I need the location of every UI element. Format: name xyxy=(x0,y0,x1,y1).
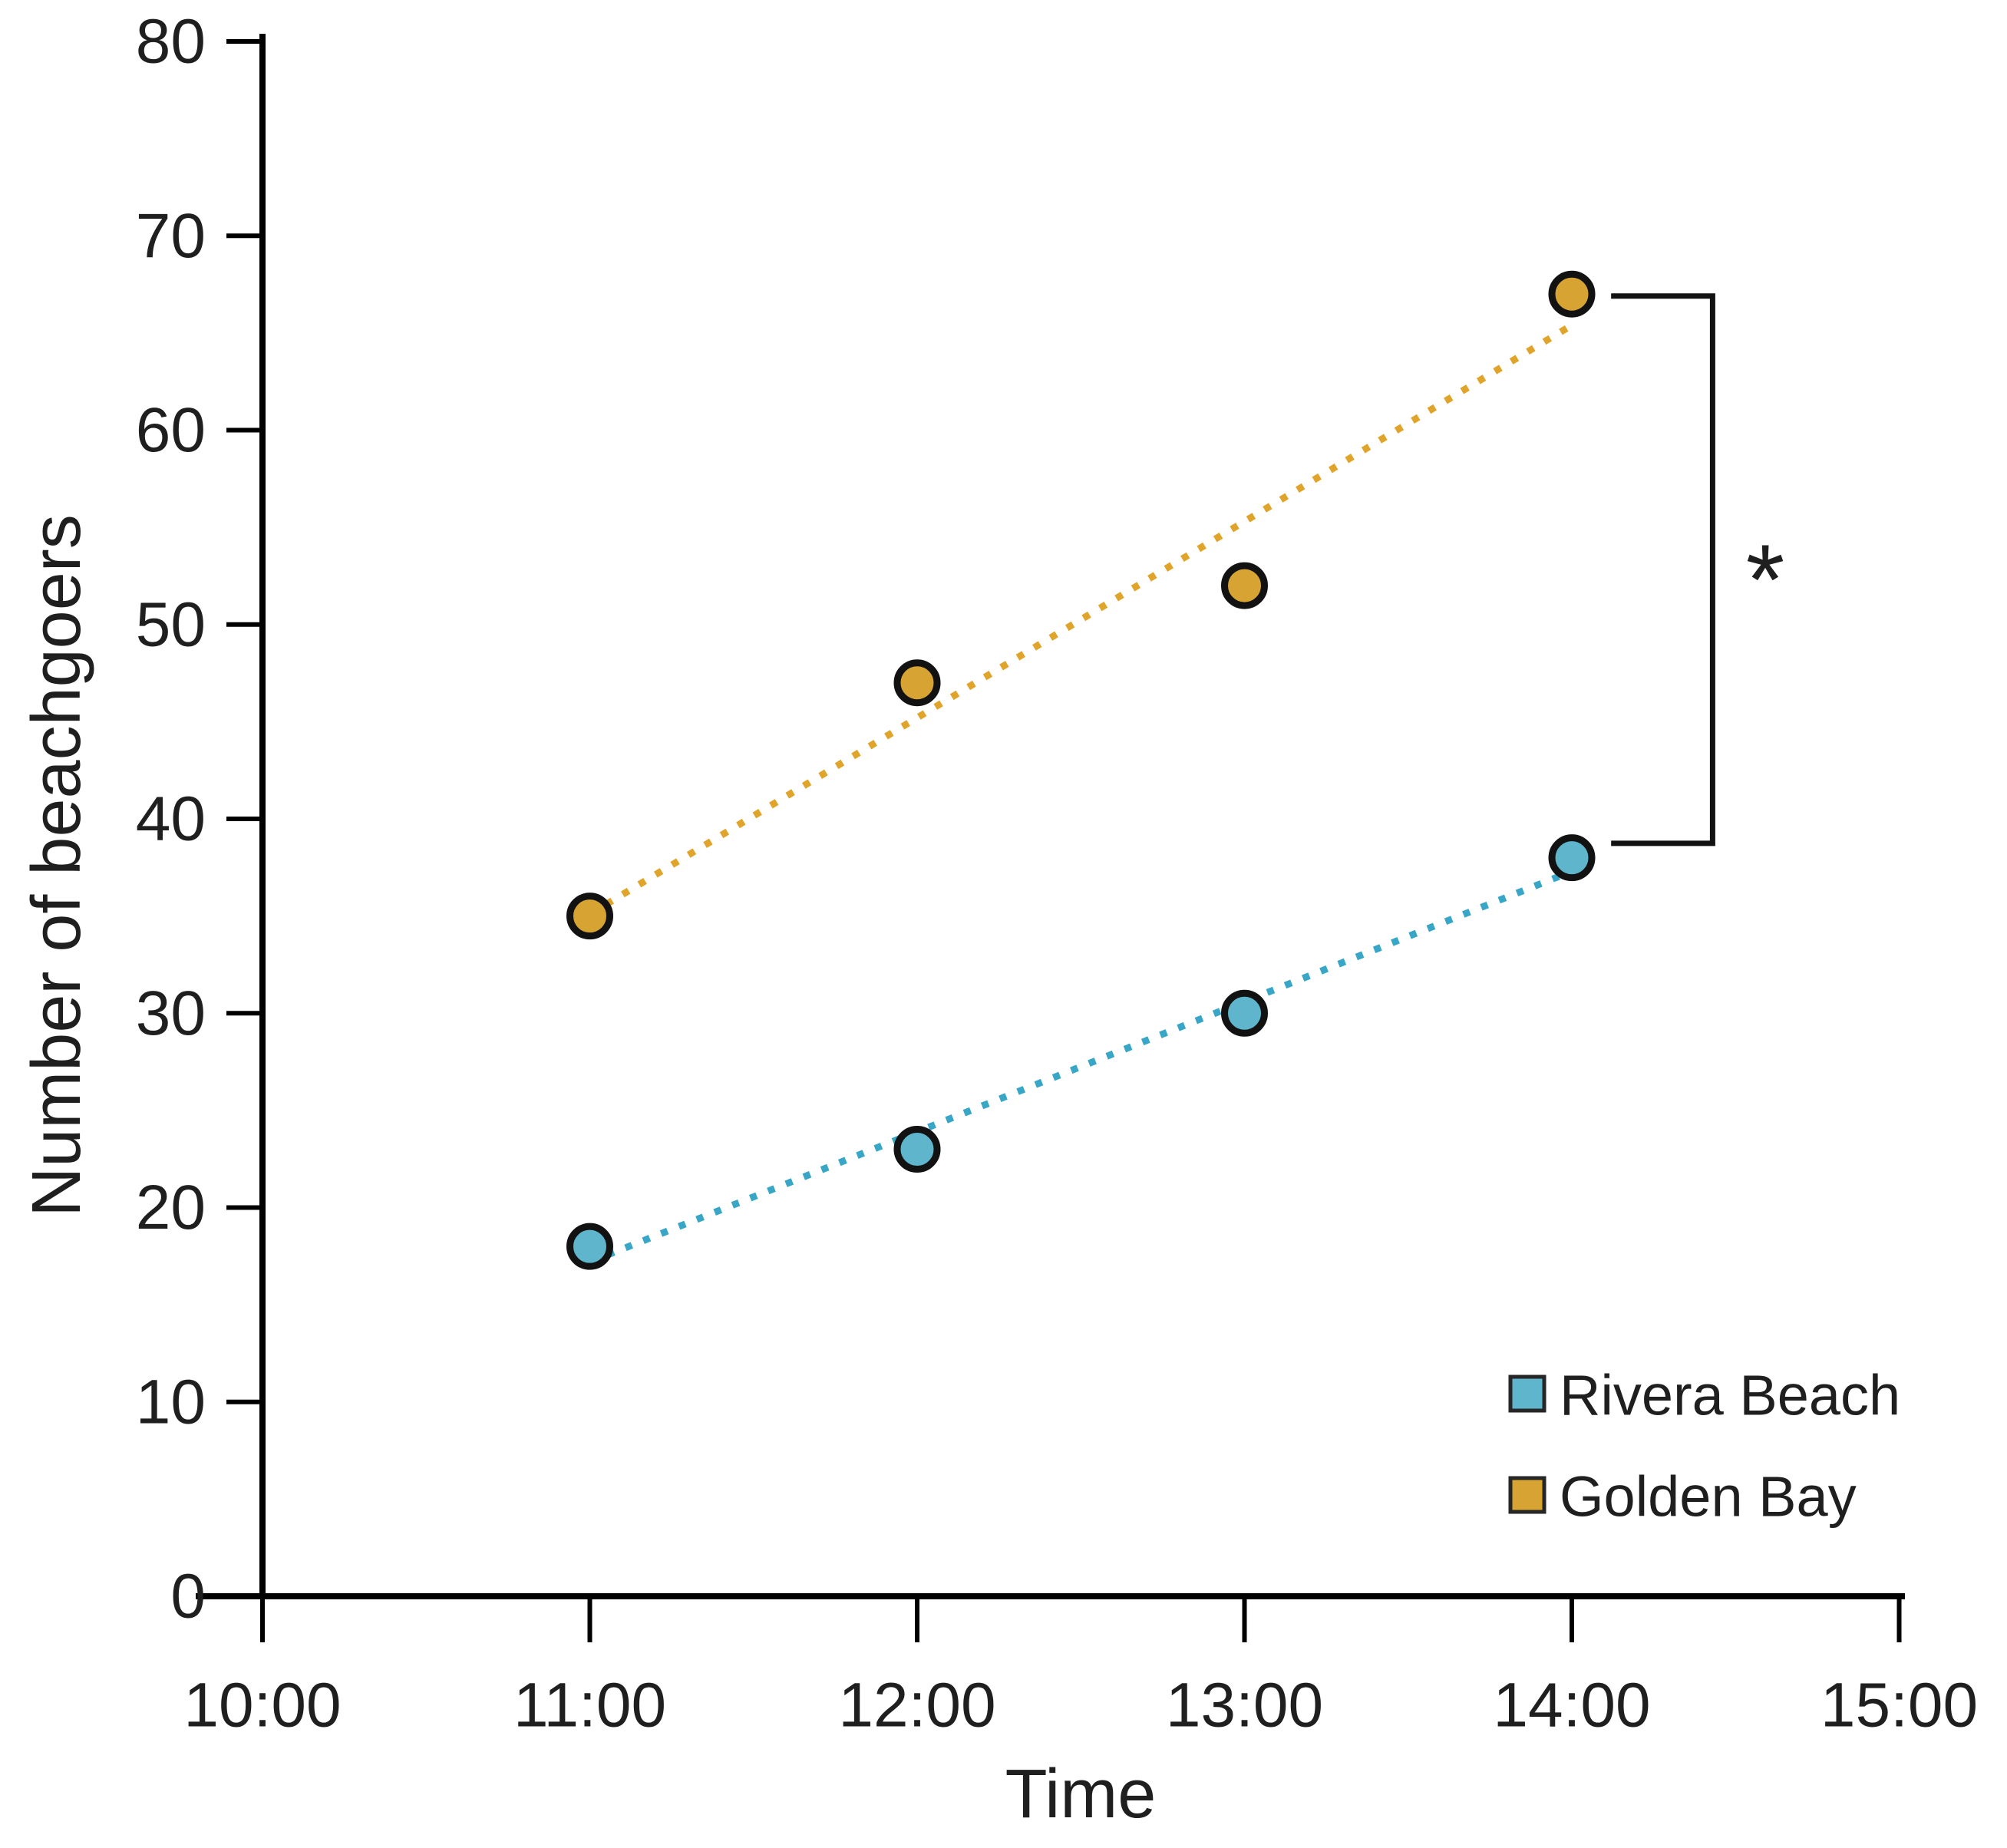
legend-label-golden-bay: Golden Bay xyxy=(1560,1465,1857,1529)
significance-bracket xyxy=(1611,293,1715,846)
y-tick-label-60: 60 xyxy=(136,395,206,465)
data-point-golden-bay-11:00 xyxy=(566,893,613,940)
tick-marks xyxy=(226,39,1902,1642)
x-tick-label-12:00: 12:00 xyxy=(838,1671,995,1741)
x-tick-label-10:00: 10:00 xyxy=(183,1671,341,1741)
x-tick-label-11:00: 11:00 xyxy=(513,1671,666,1741)
legend-swatch-golden-bay xyxy=(1508,1476,1547,1514)
data-point-rivera-beach-11:00 xyxy=(566,1223,613,1270)
y-axis-title: Number of beachgoers xyxy=(18,514,95,1217)
data-point-rivera-beach-12:00 xyxy=(893,1126,941,1173)
y-tick-label-10: 10 xyxy=(136,1367,206,1437)
y-tick-label-80: 80 xyxy=(136,7,206,77)
y-tick-label-50: 50 xyxy=(136,589,206,659)
data-point-rivera-beach-14:00 xyxy=(1548,834,1596,882)
significance-asterisk: * xyxy=(1746,523,1785,635)
trendline-rivera-beach xyxy=(588,868,1573,1266)
bracket-path xyxy=(1611,293,1715,846)
trendlines xyxy=(588,322,1574,1266)
y-tick-label-70: 70 xyxy=(136,201,206,271)
legend-label-rivera-beach: Rivera Beach xyxy=(1560,1364,1900,1427)
y-tick-label-20: 20 xyxy=(136,1173,206,1242)
x-tick-label-15:00: 15:00 xyxy=(1820,1671,1978,1741)
tick-labels: 0 10 20 30 40 50 60 70 80 10:00 11:00 12:00 13:00 14:… xyxy=(136,7,1978,1741)
y-tick-label-0: 0 xyxy=(170,1562,206,1632)
x-tick-label-13:00: 13:00 xyxy=(1166,1671,1323,1741)
x-axis-title: Time xyxy=(1005,1756,1157,1833)
data-point-golden-bay-13:00 xyxy=(1221,562,1268,609)
data-point-rivera-beach-13:00 xyxy=(1221,989,1268,1037)
y-tick-label-40: 40 xyxy=(136,784,206,854)
data-points xyxy=(566,270,1596,1270)
trendline-golden-bay xyxy=(588,322,1574,917)
y-tick-label-30: 30 xyxy=(136,978,206,1048)
data-point-golden-bay-12:00 xyxy=(893,659,941,707)
x-tick-label-14:00: 14:00 xyxy=(1493,1671,1650,1741)
legend: Rivera Beach Golden Bay xyxy=(1508,1364,1900,1529)
legend-swatch-rivera-beach xyxy=(1508,1374,1547,1413)
data-point-golden-bay-14:00 xyxy=(1548,270,1596,318)
